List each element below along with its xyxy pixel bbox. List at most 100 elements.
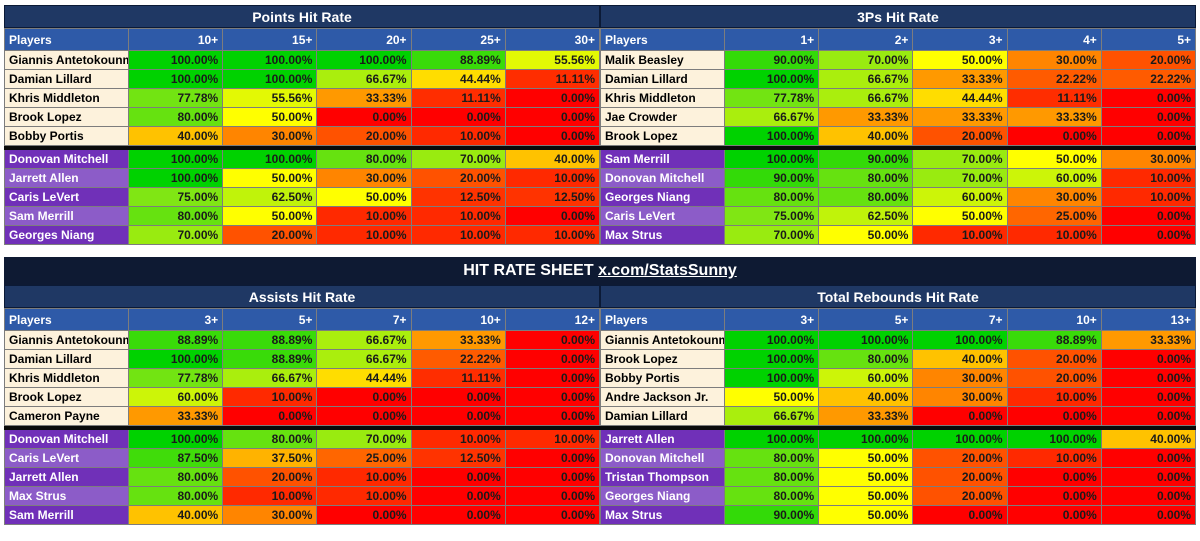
hit-rate-cell: 40.00% (504, 149, 601, 169)
hit-rate-cell: 88.89% (1006, 330, 1102, 350)
hit-rate-cell: 22.22% (1100, 69, 1197, 89)
player-name: Brook Lopez (600, 349, 725, 369)
banner-title: HIT RATE SHEET (463, 262, 594, 279)
hit-rate-cell: 66.67% (316, 349, 412, 369)
hit-rate-cell: 66.67% (818, 69, 914, 89)
threshold-header: 5+ (222, 308, 318, 331)
hit-rate-cell: 33.33% (912, 107, 1008, 127)
banner-link[interactable]: x.com/StatsSunny (598, 262, 737, 279)
hit-rate-cell: 0.00% (1100, 505, 1197, 525)
player-name: Khris Middleton (4, 368, 129, 388)
player-name: Donovan Mitchell (600, 448, 725, 468)
player-name: Giannis Antetokounmpo (4, 50, 129, 70)
hit-rate-cell: 0.00% (316, 505, 412, 525)
player-name: Caris LeVert (4, 448, 129, 468)
player-name: Georges Niang (4, 225, 129, 245)
player-row: Tristan Thompson 80.00% 50.00% 20.00% 0.00% 0… (600, 467, 1197, 487)
hit-rate-cell: 0.00% (316, 107, 412, 127)
hit-rate-cell: 10.00% (316, 486, 412, 506)
player-name: Brook Lopez (600, 126, 725, 146)
hit-rate-cell: 0.00% (410, 486, 506, 506)
player-name: Giannis Antetokounmpo (600, 330, 725, 350)
hit-rate-cell: 50.00% (316, 187, 412, 207)
player-row: Cameron Payne 33.33% 0.00% 0.00% 0.00% 0.00% (4, 406, 601, 426)
hit-rate-cell: 0.00% (1100, 486, 1197, 506)
hit-rate-cell: 80.00% (723, 467, 820, 487)
section-title: Points Hit Rate (4, 5, 600, 28)
hit-rate-cell: 70.00% (912, 149, 1008, 169)
player-name: Tristan Thompson (600, 467, 725, 487)
hit-rate-cell: 100.00% (723, 368, 820, 388)
hit-rate-cell: 0.00% (222, 406, 318, 426)
hit-rate-cell: 90.00% (723, 50, 820, 70)
hit-rate-cell: 100.00% (127, 69, 224, 89)
hit-rate-cell: 0.00% (1006, 126, 1102, 146)
threshold-header: 20+ (316, 28, 412, 51)
hit-rate-cell: 10.00% (410, 225, 506, 245)
hit-rate-cell: 11.11% (504, 69, 601, 89)
hit-rate-cell: 44.44% (410, 69, 506, 89)
hit-rate-cell: 100.00% (912, 330, 1008, 350)
threshold-header: 25+ (410, 28, 506, 51)
hit-rate-cell: 10.00% (316, 206, 412, 226)
hit-rate-cell: 0.00% (410, 107, 506, 127)
hit-rate-cell: 80.00% (723, 187, 820, 207)
hit-rate-cell: 80.00% (127, 206, 224, 226)
hit-rate-cell: 33.33% (818, 107, 914, 127)
player-name: Andre Jackson Jr. (600, 387, 725, 407)
hit-rate-cell: 0.00% (504, 206, 601, 226)
hit-rate-cell: 66.67% (818, 88, 914, 108)
hit-rate-cell: 40.00% (818, 126, 914, 146)
player-row: Max Strus 80.00% 10.00% 10.00% 0.00% 0.00% (4, 486, 601, 506)
hit-rate-cell: 0.00% (504, 486, 601, 506)
hit-rate-cell: 0.00% (504, 88, 601, 108)
hit-rate-cell: 50.00% (818, 467, 914, 487)
hit-rate-cell: 70.00% (723, 225, 820, 245)
hit-rate-cell: 100.00% (723, 126, 820, 146)
hit-rate-cell: 66.67% (723, 406, 820, 426)
hit-rate-cell: 80.00% (723, 448, 820, 468)
threshold-header: 5+ (818, 308, 914, 331)
hit-rate-cell: 20.00% (222, 225, 318, 245)
player-name: Damian Lillard (4, 349, 129, 369)
hit-rate-cell: 0.00% (1006, 467, 1102, 487)
player-name: Georges Niang (600, 187, 725, 207)
hit-rate-cell: 80.00% (316, 149, 412, 169)
hit-rate-cell: 33.33% (1006, 107, 1102, 127)
header-row: Players 1+ 2+ 3+ 4+ 5+ (600, 28, 1197, 51)
hit-rate-cell: 70.00% (818, 50, 914, 70)
hit-rate-cell: 0.00% (504, 387, 601, 407)
threshold-header: 3+ (723, 308, 820, 331)
hit-rate-cell: 22.22% (1006, 69, 1102, 89)
hit-rate-cell: 20.00% (410, 168, 506, 188)
milwaukee-players: Giannis Antetokounmpo100.00%100.00%100.0… (600, 330, 1197, 426)
player-name: Damian Lillard (4, 69, 129, 89)
player-name: Damian Lillard (600, 69, 725, 89)
hit-rate-cell: 0.00% (1100, 225, 1197, 245)
hit-rate-cell: 10.00% (316, 467, 412, 487)
hit-rate-cell: 0.00% (504, 406, 601, 426)
hit-rate-cell: 60.00% (1006, 168, 1102, 188)
hit-rate-cell: 30.00% (316, 168, 412, 188)
hit-rate-cell: 100.00% (127, 429, 224, 449)
hit-rate-cell: 62.50% (222, 187, 318, 207)
header-row: Players 10+ 15+ 20+ 25+ 30+ (4, 28, 601, 51)
hit-rate-cell: 50.00% (818, 225, 914, 245)
player-name: Malik Beasley (600, 50, 725, 70)
hit-rate-cell: 88.89% (222, 330, 318, 350)
hit-rate-cell: 20.00% (912, 467, 1008, 487)
hit-rate-cell: 90.00% (723, 505, 820, 525)
player-row: Jarrett Allen 100.00% 100.00% 100.00% 100.00… (600, 429, 1197, 449)
hit-rate-cell: 40.00% (818, 387, 914, 407)
hit-rate-cell: 70.00% (127, 225, 224, 245)
hit-rate-cell: 0.00% (1100, 88, 1197, 108)
hit-rate-cell: 20.00% (222, 467, 318, 487)
player-row: Giannis Antetokounmpo100.00%100.00%100.0… (4, 50, 601, 70)
hit-rate-cell: 10.00% (504, 429, 601, 449)
hit-rate-cell: 11.11% (410, 88, 506, 108)
hit-rate-cell: 80.00% (723, 486, 820, 506)
hit-rate-cell: 10.00% (912, 225, 1008, 245)
hit-rate-cell: 50.00% (1006, 149, 1102, 169)
hit-rate-cell: 70.00% (912, 168, 1008, 188)
hit-rate-cell: 0.00% (1100, 107, 1197, 127)
